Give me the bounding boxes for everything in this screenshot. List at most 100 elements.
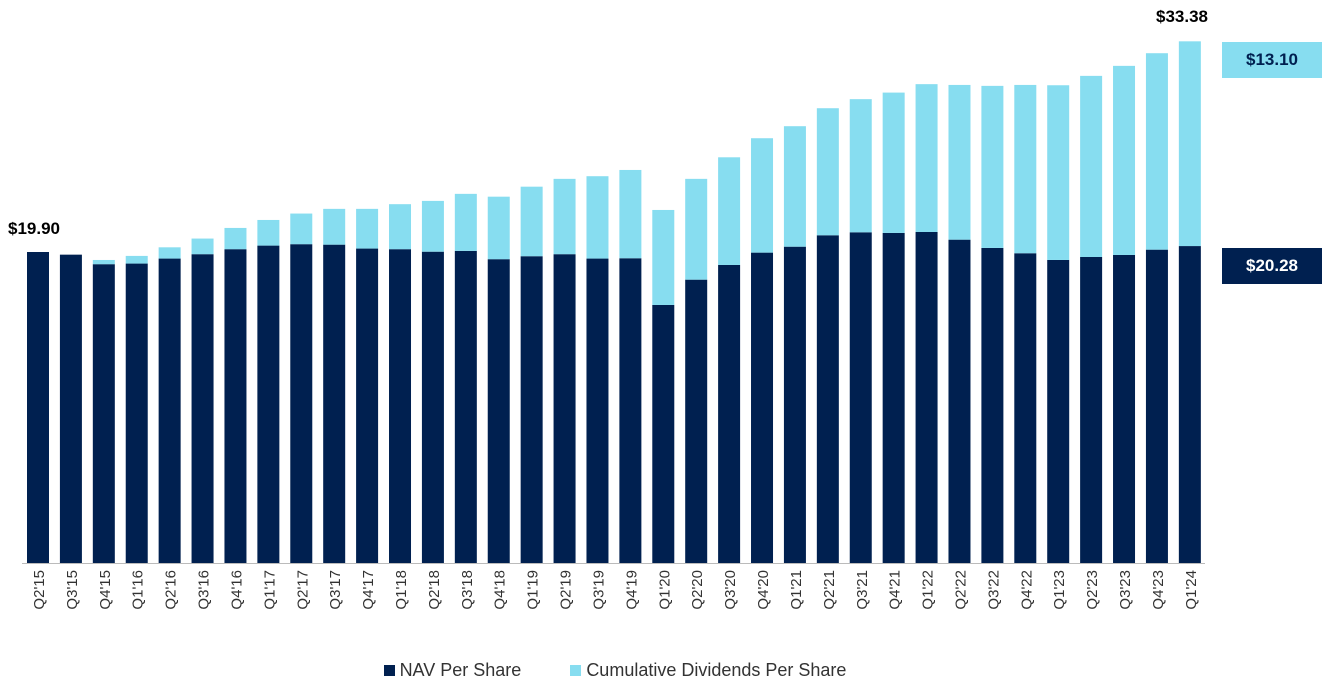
bar-dividends xyxy=(1113,65,1136,255)
bar-nav xyxy=(948,239,971,564)
legend: NAV Per Share Cumulative Dividends Per S… xyxy=(0,660,1230,681)
bar-dividends xyxy=(1145,53,1168,250)
bar-nav xyxy=(1014,253,1037,563)
bar-nav xyxy=(783,246,806,563)
bar-dividends xyxy=(1080,75,1103,258)
bar-nav xyxy=(158,258,181,563)
x-tick-label: Q2'19 xyxy=(558,570,575,610)
bar-dividends xyxy=(882,92,905,233)
bar-nav xyxy=(915,231,938,564)
bar-dividends xyxy=(520,186,543,257)
bar-dividends xyxy=(1014,84,1037,254)
bar-nav xyxy=(1145,249,1168,564)
bar-nav xyxy=(586,258,609,563)
bar-dividends xyxy=(849,99,872,233)
x-tick-label: Q1'19 xyxy=(525,570,542,610)
x-tick-label: Q1'23 xyxy=(1051,570,1068,610)
bar-nav xyxy=(685,279,708,563)
bar-dividends xyxy=(1047,85,1070,260)
bar-dividends xyxy=(718,157,741,265)
x-tick-label: Q4'21 xyxy=(887,570,904,610)
x-tick-label: Q2'20 xyxy=(689,570,706,610)
x-tick-label: Q3'20 xyxy=(722,570,739,610)
x-tick-label: Q4'18 xyxy=(492,570,509,610)
bar-dividends xyxy=(619,169,642,259)
x-tick-label: Q1'22 xyxy=(920,570,937,610)
bar-dividends xyxy=(652,209,675,305)
bar-nav xyxy=(389,249,412,563)
bar-dividends xyxy=(981,85,1004,248)
x-tick-label: Q2'16 xyxy=(163,570,180,610)
x-tick-label: Q3'23 xyxy=(1117,570,1134,610)
bar-nav xyxy=(849,232,872,564)
bar-dividends xyxy=(915,84,938,232)
bar-nav xyxy=(751,252,774,563)
x-tick-label: Q4'17 xyxy=(360,570,377,610)
legend-label-nav: NAV Per Share xyxy=(399,660,522,680)
bar-dividends xyxy=(586,176,609,259)
bar-dividends xyxy=(323,208,346,245)
first-nav-label: $19.90 xyxy=(8,219,60,238)
x-tick-label: Q3'17 xyxy=(327,570,344,610)
bar-nav xyxy=(454,250,477,563)
x-tick-label: Q3'18 xyxy=(459,570,476,610)
bar-dividends xyxy=(158,247,181,259)
bar-nav xyxy=(125,263,148,563)
x-tick-label: Q2'18 xyxy=(426,570,443,610)
legend-label-dividends: Cumulative Dividends Per Share xyxy=(586,660,847,680)
bar-nav xyxy=(59,254,82,563)
bar-nav xyxy=(652,304,675,563)
x-tick-label: Q4'22 xyxy=(1018,570,1035,610)
x-tick-label: Q3'16 xyxy=(196,570,213,610)
bar-dividends xyxy=(553,178,576,255)
x-tick-label: Q4'15 xyxy=(97,570,114,610)
bar-dividends xyxy=(257,219,280,246)
bar-dividends xyxy=(816,108,839,236)
legend-item-nav: NAV Per Share xyxy=(383,660,522,680)
x-tick-label: Q1'16 xyxy=(130,570,147,610)
bar-nav xyxy=(323,244,346,563)
bar-nav xyxy=(290,244,313,564)
bar-nav xyxy=(619,258,642,563)
x-tick-label: Q2'21 xyxy=(821,570,838,610)
x-tick-label: Q3'15 xyxy=(64,570,81,610)
bar-dividends xyxy=(421,200,444,252)
x-tick-label: Q1'18 xyxy=(393,570,410,610)
bar-nav xyxy=(487,259,510,563)
bar-dividends xyxy=(487,196,510,260)
bar-dividends xyxy=(92,259,115,265)
bar-dividends xyxy=(125,255,148,264)
x-tick-label: Q4'23 xyxy=(1150,570,1167,610)
x-tick-label: Q4'16 xyxy=(228,570,245,610)
bar-dividends xyxy=(948,84,971,240)
bar-dividends xyxy=(290,213,313,245)
bar-nav xyxy=(1113,254,1136,563)
last-dividends-box: $13.10 xyxy=(1222,42,1322,78)
x-tick-label: Q4'19 xyxy=(623,570,640,610)
bar-nav xyxy=(816,235,839,563)
bar-nav xyxy=(257,245,280,563)
bar-nav xyxy=(981,247,1004,563)
bar-nav xyxy=(553,254,576,564)
x-tick-label: Q1'20 xyxy=(656,570,673,610)
bar-dividends xyxy=(191,238,214,255)
bar-nav xyxy=(1178,246,1201,563)
bar-dividends xyxy=(454,193,477,251)
bar-nav xyxy=(356,248,379,563)
x-tick-label: Q2'22 xyxy=(952,570,969,610)
legend-swatch-nav xyxy=(383,665,395,676)
bar-dividends xyxy=(1178,41,1201,247)
x-tick-label: Q1'21 xyxy=(788,570,805,610)
legend-item-dividends: Cumulative Dividends Per Share xyxy=(570,660,846,680)
bar-dividends xyxy=(783,126,806,247)
bar-dividends xyxy=(224,227,247,250)
bar-nav xyxy=(718,264,741,563)
bar-dividends xyxy=(389,204,412,250)
bar-nav xyxy=(27,252,49,563)
bar-dividends xyxy=(685,178,708,280)
x-tick-label: Q2'17 xyxy=(294,570,311,610)
bar-nav xyxy=(520,256,543,563)
x-tick-label: Q1'17 xyxy=(261,570,278,610)
bar-nav xyxy=(191,254,214,564)
